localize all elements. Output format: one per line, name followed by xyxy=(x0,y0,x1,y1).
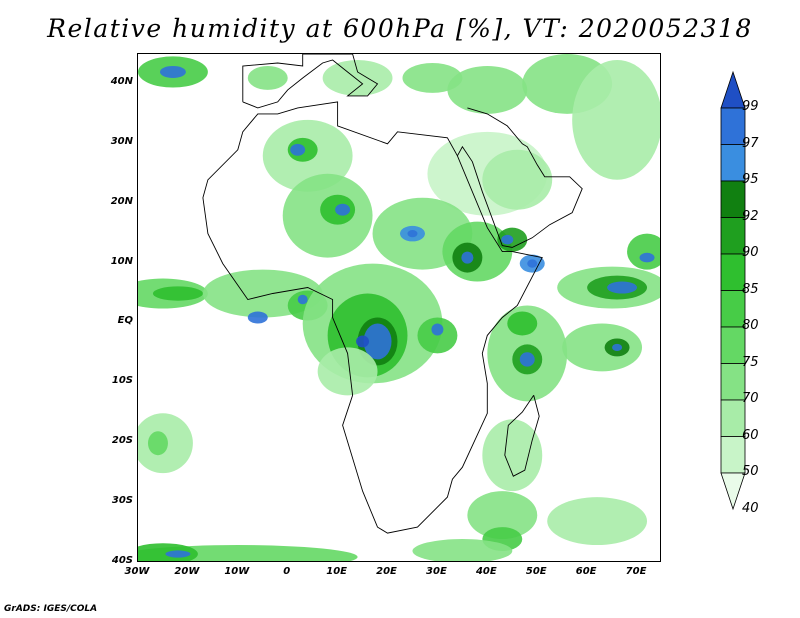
colorbar-label-75: 75 xyxy=(742,354,759,370)
humidity-region-61 xyxy=(412,539,513,561)
humidity-region-49 xyxy=(607,281,638,294)
humidity-region-39 xyxy=(317,347,378,396)
colorbar-box-9 xyxy=(720,399,746,437)
lon-label-60E: 60E xyxy=(575,566,597,577)
humidity-region-41 xyxy=(507,311,538,336)
humidity-region-37 xyxy=(417,317,458,354)
lat-label-20N: 20N xyxy=(110,195,133,207)
lon-label-50E: 50E xyxy=(525,566,547,577)
humidity-region-2 xyxy=(247,65,288,90)
lat-label-40N: 40N xyxy=(110,75,133,87)
colorbar-label-92: 92 xyxy=(742,208,759,224)
colorbar-label-90: 90 xyxy=(742,245,759,260)
humidity-region-15 xyxy=(335,203,351,216)
humidity-region-50 xyxy=(627,233,660,270)
lat-label-40S: 40S xyxy=(111,555,133,566)
humidity-region-27 xyxy=(152,286,203,301)
humidity-region-10 xyxy=(290,143,306,156)
humidity-region-31 xyxy=(297,294,308,305)
humidity-region-55 xyxy=(467,491,538,540)
humidity-region-5 xyxy=(447,65,528,114)
lon-label-10W: 10W xyxy=(224,566,250,577)
colorbar-label-85: 85 xyxy=(742,281,759,297)
humidity-region-57 xyxy=(547,497,648,546)
lon-label-10E: 10E xyxy=(326,566,347,577)
humidity-fill-layer xyxy=(138,54,660,561)
humidity-region-54 xyxy=(482,419,543,492)
humidity-region-18 xyxy=(407,230,418,238)
africa-coastline xyxy=(202,101,543,534)
lat-label-30S: 30S xyxy=(111,495,133,507)
colorbar-label-40: 40 xyxy=(742,500,759,516)
humidity-region-4 xyxy=(402,62,463,93)
colorbar-label-70: 70 xyxy=(742,391,759,406)
colorbar-label-80: 80 xyxy=(742,318,759,333)
humidity-region-12 xyxy=(482,149,553,210)
colorbar xyxy=(720,70,746,511)
colorbar-label-97: 97 xyxy=(742,135,759,151)
lat-label-20S: 20S xyxy=(111,435,133,447)
humidity-region-51 xyxy=(639,252,655,263)
lon-label-0: 0 xyxy=(283,566,291,577)
lon-label-20W: 20W xyxy=(174,566,200,577)
colorbar-box-10 xyxy=(720,436,746,474)
humidity-region-46 xyxy=(612,343,623,352)
humidity-region-43 xyxy=(519,352,535,367)
colorbar-boxes xyxy=(720,70,746,511)
humidity-region-44 xyxy=(562,323,643,372)
humidity-region-36 xyxy=(356,335,370,348)
arabia-coastline xyxy=(457,107,583,248)
humidity-region-60 xyxy=(165,550,191,558)
colorbar-box-11 xyxy=(720,472,746,511)
humidity-map xyxy=(138,54,660,561)
lon-label-40E: 40E xyxy=(475,566,497,577)
lat-label-10S: 10S xyxy=(111,375,133,387)
humidity-region-21 xyxy=(461,251,474,264)
grads-credit: GrADS: IGES/COLA xyxy=(4,604,98,614)
colorbar-label-95: 95 xyxy=(742,172,759,187)
lat-label-30N: 30N xyxy=(110,135,133,147)
map-panel xyxy=(137,53,661,562)
colorbar-label-60: 60 xyxy=(742,427,759,443)
humidity-region-29 xyxy=(247,311,268,324)
lon-label-20E: 20E xyxy=(376,566,397,577)
humidity-region-53 xyxy=(147,431,168,456)
humidity-region-3 xyxy=(322,59,393,96)
humidity-region-1 xyxy=(159,65,186,78)
humidity-region-35 xyxy=(363,323,392,360)
humidity-region-38 xyxy=(431,323,444,336)
lon-label-30E: 30E xyxy=(426,566,447,577)
colorbar-box-4 xyxy=(720,217,746,255)
humidity-region-7 xyxy=(572,60,660,180)
map-title: Relative humidity at 600hPa [%], VT: 202… xyxy=(47,14,753,43)
colorbar-box-3 xyxy=(720,180,746,218)
humidity-region-23 xyxy=(501,234,514,245)
lon-label-70E: 70E xyxy=(625,566,647,577)
lon-label-30W: 30W xyxy=(124,566,150,577)
humidity-region-25 xyxy=(527,259,538,268)
coastline-layer xyxy=(202,54,583,534)
colorbar-label-99: 99 xyxy=(742,99,759,114)
europe-coastline xyxy=(242,54,379,109)
colorbar-label-50: 50 xyxy=(742,464,759,479)
madagascar-coastline xyxy=(504,395,540,477)
lat-label-EQ: EQ xyxy=(117,315,133,327)
lat-label-10N: 10N xyxy=(110,255,133,267)
